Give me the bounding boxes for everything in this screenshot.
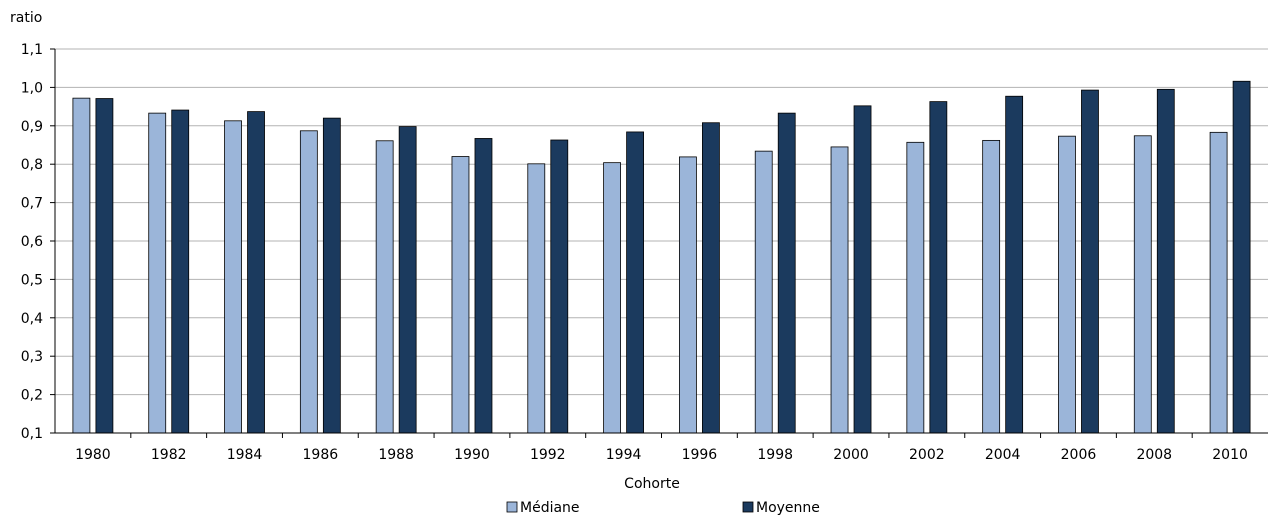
bar-moyenne-1984 [247, 111, 265, 434]
bar-moyenne-1982 [171, 109, 190, 434]
x-tick-label: 1988 [378, 447, 414, 463]
bar-mediane-1998 [754, 150, 773, 434]
bars [72, 80, 1251, 434]
x-tick-label: 1986 [303, 447, 339, 463]
axes [50, 48, 1268, 438]
legend-swatch-moyenne [742, 501, 754, 513]
x-tick-label: 1990 [454, 447, 490, 463]
bar-mediane-1994 [603, 162, 621, 434]
x-tick-label: 1980 [75, 447, 111, 463]
y-axis-label: ratio [10, 10, 42, 26]
bar-mediane-2008 [1133, 135, 1152, 434]
x-tick-label: 2008 [1136, 447, 1172, 463]
x-axis-label: Cohorte [624, 476, 680, 492]
legend-label-mediane: Médiane [520, 500, 580, 516]
y-tick-label: 1,0 [21, 80, 43, 96]
x-tick-label: 1994 [606, 447, 642, 463]
x-tick-label: 2002 [909, 447, 945, 463]
bar-moyenne-1996 [702, 122, 720, 434]
bar-mediane-2002 [906, 141, 925, 434]
bar-moyenne-2000 [853, 105, 872, 434]
bar-mediane-1988 [375, 140, 394, 434]
bar-mediane-1990 [451, 156, 470, 434]
y-tick-label: 0,7 [21, 196, 43, 212]
y-tick-label: 0,5 [21, 272, 43, 288]
x-tick-label: 2010 [1212, 447, 1248, 463]
x-tick-label: 2004 [985, 447, 1021, 463]
bar-mediane-1984 [224, 120, 242, 434]
x-tick-label: 1982 [151, 447, 187, 463]
bar-mediane-1986 [299, 130, 318, 434]
bar-moyenne-2002 [929, 101, 948, 434]
bar-mediane-2010 [1209, 131, 1228, 434]
y-tick-label: 0,6 [21, 234, 43, 250]
bar-mediane-1982 [148, 112, 167, 434]
y-tick-label: 0,3 [21, 349, 43, 365]
legend-swatch-mediane [506, 501, 518, 513]
bar-moyenne-1980 [95, 98, 114, 434]
bar-mediane-1980 [72, 97, 91, 434]
bar-moyenne-1988 [398, 126, 417, 434]
bar-mediane-2004 [982, 139, 1001, 434]
x-tick-label: 2000 [833, 447, 869, 463]
bar-moyenne-1998 [777, 112, 796, 434]
y-tick-label: 0,4 [21, 311, 43, 327]
legend-label-moyenne: Moyenne [756, 500, 820, 516]
bar-mediane-2000 [830, 146, 849, 434]
y-tick-label: 0,1 [21, 426, 43, 442]
x-tick-label: 1998 [757, 447, 793, 463]
bar-moyenne-2010 [1232, 80, 1251, 434]
x-tick-label: 2006 [1061, 447, 1097, 463]
x-tick-label: 1992 [530, 447, 566, 463]
bar-moyenne-1986 [322, 117, 341, 434]
y-tick-label: 0,2 [21, 388, 43, 404]
bar-moyenne-2006 [1081, 89, 1099, 434]
bar-moyenne-2004 [1005, 95, 1024, 434]
x-tick-labels: 1980 1982 1984 1986 1988 1990 1992 1994 1996 1998… [75, 447, 1248, 463]
bar-moyenne-1990 [474, 138, 493, 434]
bar-mediane-2006 [1058, 135, 1076, 434]
x-tick-label: 1984 [227, 447, 263, 463]
y-tick-label: 0,8 [21, 157, 43, 173]
y-tick-label: 1,1 [21, 42, 43, 58]
x-tick-label: 1996 [682, 447, 718, 463]
bar-moyenne-1992 [550, 139, 569, 434]
bar-mediane-1992 [527, 163, 546, 434]
legend: Médiane Moyenne [506, 500, 820, 516]
y-tick-label: 0,9 [21, 119, 43, 135]
bar-mediane-1996 [679, 156, 697, 434]
bar-moyenne-1994 [626, 131, 644, 434]
bar-moyenne-2008 [1156, 88, 1175, 434]
y-tick-labels: 0,1 0,2 0,3 0,4 0,5 0,6 0,7 0,8 0,9 1,0 1,1 [21, 42, 43, 442]
